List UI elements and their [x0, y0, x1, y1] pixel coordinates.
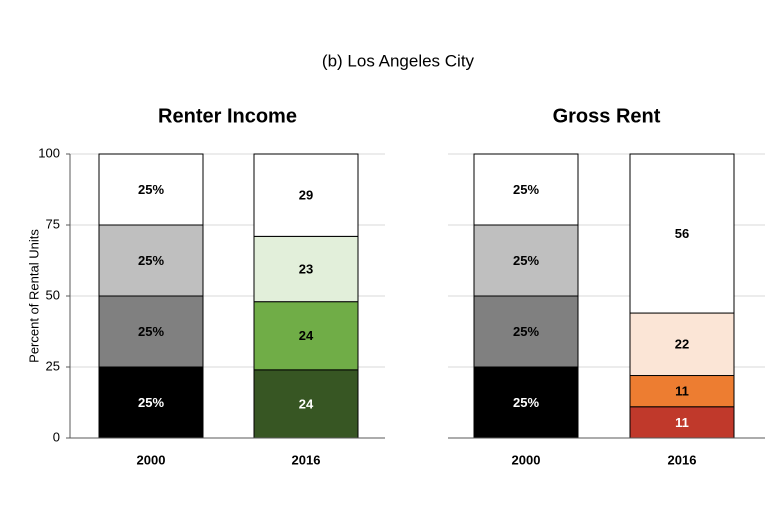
data-label: 25%: [138, 395, 164, 410]
y-tick-label: 0: [53, 429, 60, 444]
y-axis-label: Percent of Rental Units: [26, 229, 41, 363]
bar-segment: [98, 366, 204, 439]
x-tick-label: 2016: [668, 452, 697, 467]
data-label: 25%: [513, 182, 539, 197]
data-label: 11: [675, 384, 689, 399]
figure-title: (b) Los Angeles City: [322, 51, 475, 70]
x-tick-label: 2016: [292, 452, 321, 467]
data-label: 56: [675, 226, 689, 241]
bar-segment: [629, 312, 735, 377]
bar-segment: [473, 366, 579, 439]
data-label: 22: [675, 337, 689, 352]
bar-segment: [253, 153, 359, 237]
bar-segment: [473, 153, 579, 226]
bar-segment: [98, 295, 204, 368]
bar-segment: [98, 153, 204, 226]
data-label: 25%: [513, 395, 539, 410]
y-tick-label: 25: [46, 358, 60, 373]
data-label: 25%: [138, 182, 164, 197]
chart-title: Gross Rent: [553, 105, 661, 127]
y-tick-label: 50: [46, 287, 60, 302]
bar-segment: [98, 224, 204, 297]
chart-title: Renter Income: [158, 105, 297, 127]
data-label: 23: [299, 261, 313, 276]
data-label: 25%: [138, 324, 164, 339]
data-label: 25%: [138, 253, 164, 268]
y-tick-label: 100: [38, 145, 60, 160]
data-label: 25%: [513, 253, 539, 268]
bar-segment: [629, 375, 735, 408]
bar-segment: [629, 153, 735, 314]
y-tick-label: 75: [46, 216, 60, 231]
x-tick-label: 2000: [137, 452, 166, 467]
data-label: 29: [299, 188, 313, 203]
data-label: 24: [299, 328, 314, 343]
data-label: 25%: [513, 324, 539, 339]
x-tick-label: 2000: [512, 452, 541, 467]
bar-segment: [253, 369, 359, 439]
data-label: 11: [675, 415, 689, 430]
bar-segment: [473, 295, 579, 368]
data-label: 24: [299, 396, 314, 411]
bar-segment: [629, 406, 735, 439]
